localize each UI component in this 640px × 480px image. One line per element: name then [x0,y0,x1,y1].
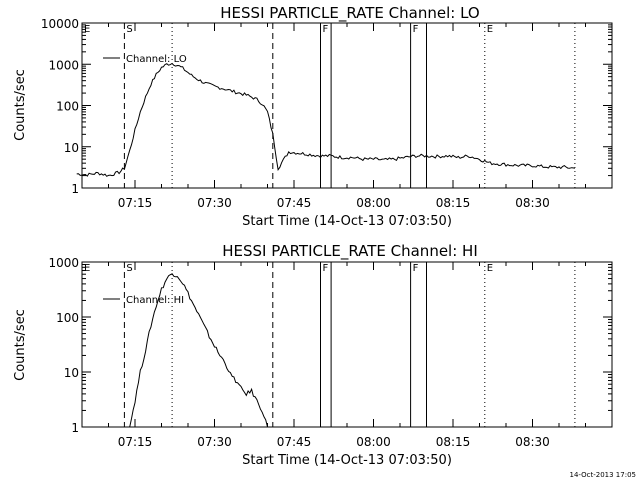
top-panel-xlabel: Start Time (14-Oct-13 07:03:50) [242,214,452,229]
bottom-panel-marks: E S F F E 07:15 07:30 07:45 08:00 08:15 08:30 1 10 10… [48,256,612,449]
top-panel-marker-letter: S [126,24,132,35]
top-panel-ytick-label: 1 [71,182,79,196]
bottom-panel-ylabel: Counts/sec [13,309,28,381]
bottom-panel-series-line [129,273,268,428]
top-panel-xtick-label: 08:15 [436,196,471,210]
bottom-panel-ytick-label: 1 [71,421,79,435]
bottom-panel-xtick-label: 07:30 [197,435,232,449]
top-panel-legend-label: Channel: LO [126,54,187,65]
top-panel-xtick-label: 07:45 [277,196,312,210]
top-panel-marker-letter: E [487,24,493,35]
top-panel-marks: E S F F E 07:15 07:30 07:45 08:00 08:15 08:30 1 10 10… [41,17,612,210]
bottom-panel-marker-letter: F [323,263,329,274]
bottom-panel-xtick-label: 08:00 [356,435,391,449]
top-panel-frame [81,22,613,189]
bottom-panel-ytick-label: 100 [56,311,79,325]
bottom-panel: HESSI PARTICLE_RATE Channel: HI E S F F E 07:… [13,242,613,468]
bottom-panel-marker-letter: F [413,263,419,274]
bottom-panel-xtick-label: 08:30 [515,435,550,449]
bottom-panel-marker-letter: E [487,263,493,274]
bottom-panel-xtick-label: 08:15 [436,435,471,449]
bottom-panel-marker-letter: E [84,263,90,274]
footer-timestamp: 14-Oct-2013 17:05 [569,471,636,479]
top-panel-xtick-label: 08:00 [356,196,391,210]
top-panel-xtick-label: 07:15 [118,196,153,210]
bottom-panel-xlabel: Start Time (14-Oct-13 07:03:50) [242,453,452,468]
top-panel-series-line [76,62,576,177]
bottom-panel-legend-label: Channel: HI [126,295,184,306]
top-panel-marker-letter: F [413,24,419,35]
bottom-panel-xtick-label: 07:45 [277,435,312,449]
bottom-panel-title: HESSI PARTICLE_RATE Channel: HI [222,242,478,261]
top-panel-xtick-label: 08:30 [515,196,550,210]
top-panel-xtick-label: 07:30 [197,196,232,210]
top-panel-ytick-label: 10 [64,141,79,155]
top-panel-marker-letter: F [323,24,329,35]
top-panel-ytick-label: 10000 [41,17,79,31]
bottom-panel-frame [81,261,613,428]
bottom-panel-xtick-label: 07:15 [118,435,153,449]
top-panel-ylabel: Counts/sec [13,69,28,141]
bottom-panel-ytick-label: 10 [64,366,79,380]
top-panel-ytick-label: 100 [56,100,79,114]
bottom-panel-marker-letter: S [126,263,132,274]
top-panel-title: HESSI PARTICLE_RATE Channel: LO [220,4,479,23]
top-panel-marker-letter: E [84,24,90,35]
top-panel-ytick-label: 1000 [48,58,79,72]
top-panel: HESSI PARTICLE_RATE Channel: LO E S F F E 07:… [13,4,613,229]
bottom-panel-ytick-label: 1000 [48,256,79,270]
